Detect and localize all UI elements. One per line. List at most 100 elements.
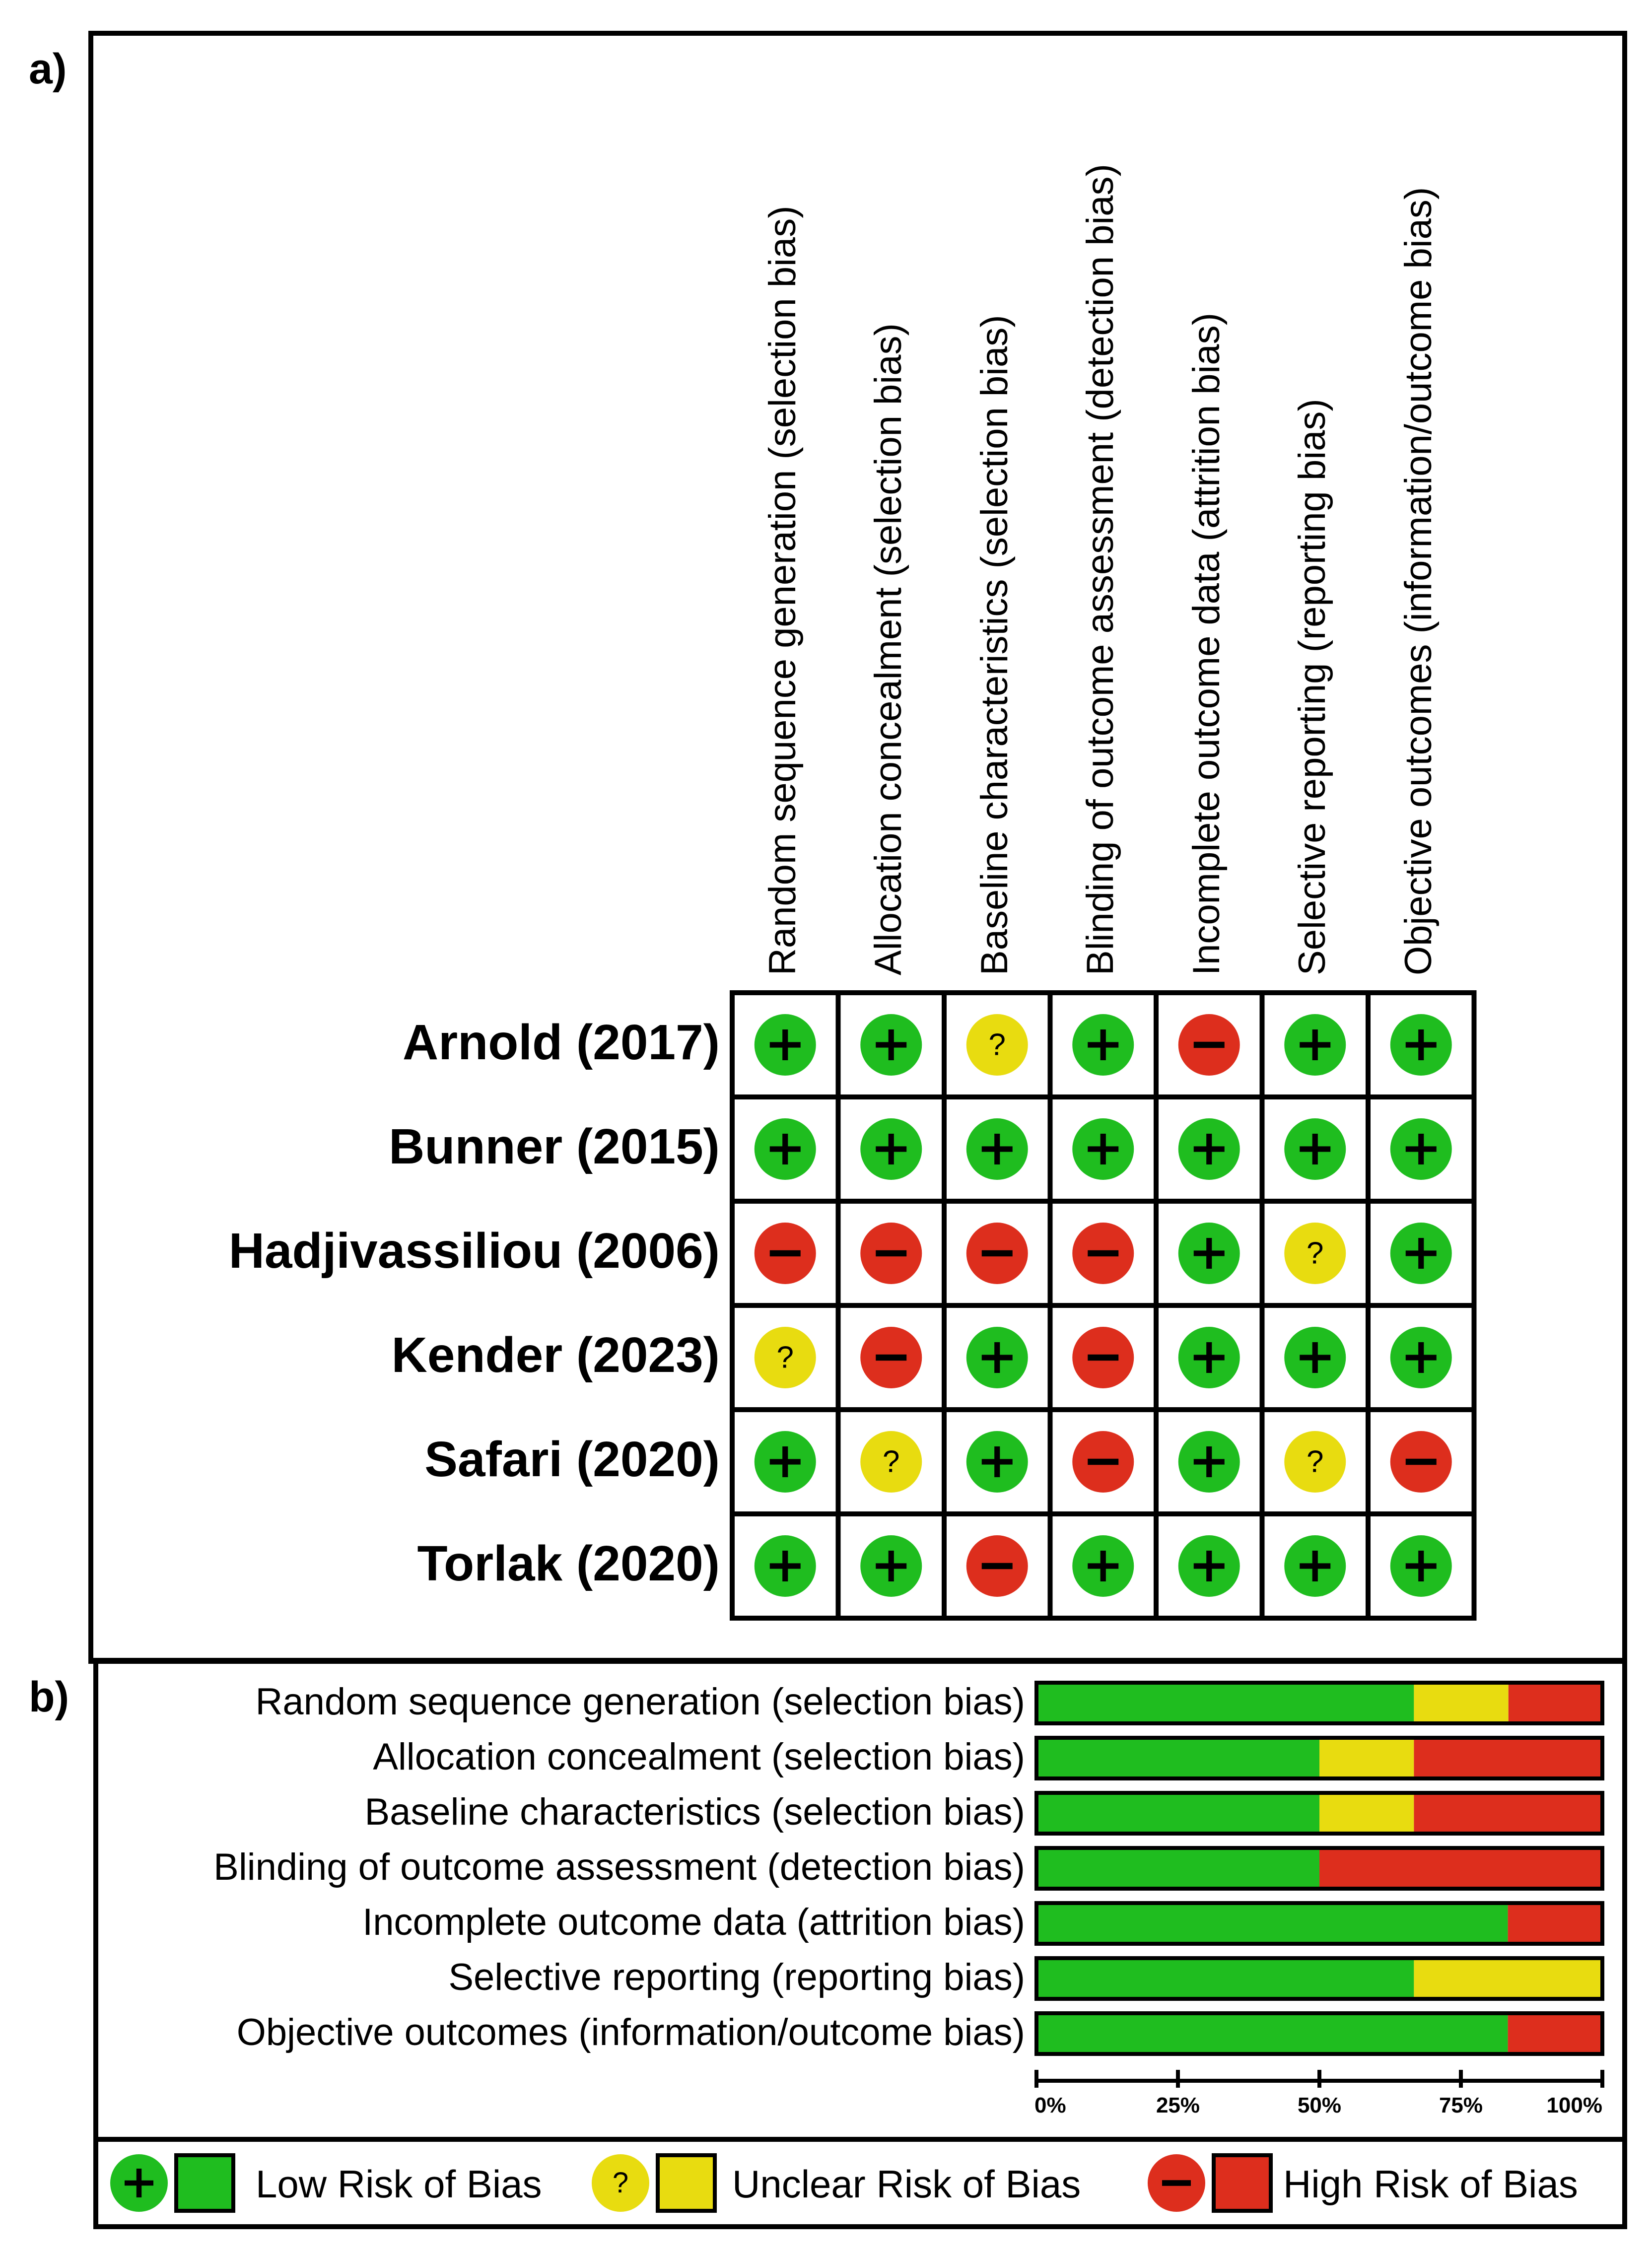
plus-icon: [1284, 1327, 1346, 1388]
plus-icon: [1178, 1327, 1240, 1388]
rating-circle: [860, 1431, 922, 1493]
bar-outline: [1034, 1846, 1604, 1891]
plus-icon: [1072, 1535, 1134, 1597]
rating-circle: [966, 1014, 1028, 1076]
bar-segment-low: [1036, 2013, 1508, 2054]
minus-bar: [1088, 1354, 1119, 1361]
plus-icon: [754, 1535, 816, 1597]
domain-label: Incomplete outcome data (attrition bias): [362, 1901, 1025, 1943]
domain-label: Allocation concealment (selection bias): [373, 1736, 1025, 1778]
question-icon: ?: [754, 1327, 816, 1388]
legend-label-low: Low Risk of Bias: [256, 2162, 542, 2206]
plus-bar: [1100, 1029, 1106, 1060]
bar-segment-low: [1036, 1793, 1319, 1834]
plus-bar: [1418, 1029, 1424, 1060]
bar-segment-low: [1036, 1903, 1508, 1944]
column-header-text: Selective reporting (reporting bias): [1291, 399, 1334, 975]
legend-swatches: ?: [110, 2153, 1273, 2213]
minus-bar: [1162, 2180, 1191, 2186]
plus-bar: [994, 1446, 1000, 1477]
study-name: Arnold (2017): [402, 1015, 720, 1070]
plus-bar: [1418, 1134, 1424, 1164]
question-icon: ?: [966, 1014, 1028, 1076]
study-name: Torlak (2020): [417, 1536, 720, 1591]
plus-icon: [860, 1118, 922, 1180]
minus-icon: [966, 1223, 1028, 1284]
plus-bar: [782, 1134, 788, 1164]
bar-outline: [1034, 1956, 1604, 2001]
plus-icon: [966, 1327, 1028, 1388]
bar-segment-unclear: [1414, 1683, 1509, 1723]
bar-segment-low: [1036, 1683, 1414, 1723]
plus-icon: [1390, 1014, 1452, 1076]
plus-icon: [966, 1431, 1028, 1493]
minus-bar: [1088, 1458, 1119, 1465]
bar-segment-high: [1508, 1903, 1602, 1944]
plus-bar: [994, 1134, 1000, 1164]
bar-segment-low: [1036, 1738, 1319, 1778]
plus-icon: [1390, 1223, 1452, 1284]
plus-bar: [1418, 1342, 1424, 1373]
plus-bar: [782, 1029, 788, 1060]
bar-segment-low: [1036, 1848, 1319, 1889]
rating-circle: [1284, 1223, 1346, 1284]
plus-icon: [754, 1014, 816, 1076]
plus-bar: [782, 1551, 788, 1581]
x-tick-label: 50%: [1298, 2093, 1341, 2115]
domain-label: Baseline characteristics (selection bias…: [364, 1791, 1025, 1833]
plus-bar: [1312, 1551, 1318, 1581]
plus-bar: [1206, 1238, 1212, 1269]
minus-icon: [860, 1327, 922, 1388]
study-name: Hadjivassiliou (2006): [228, 1223, 720, 1279]
study-name: Safari (2020): [424, 1432, 720, 1487]
plus-icon: [1390, 1535, 1452, 1597]
minus-icon: [1148, 2154, 1205, 2212]
minus-icon: [754, 1223, 816, 1284]
plus-bar: [1206, 1342, 1212, 1373]
bar-segment-unclear: [1319, 1793, 1414, 1834]
bar-outline: [1034, 1791, 1604, 1836]
study-name: Bunner (2015): [389, 1119, 720, 1174]
stacked-bar-chart: 0% 25% 50% 75% 100%: [1034, 1681, 1604, 2115]
plus-bar: [1312, 1029, 1318, 1060]
minus-icon: [1072, 1431, 1134, 1493]
domain-label: Blinding of outcome assessment (detectio…: [213, 1846, 1025, 1888]
minus-icon: [1178, 1014, 1240, 1076]
legend-swatch-high: [1212, 2153, 1273, 2213]
domain-label: Random sequence generation (selection bi…: [255, 1681, 1025, 1723]
minus-bar: [1088, 1250, 1119, 1257]
plus-icon: [754, 1431, 816, 1493]
plus-bar: [782, 1446, 788, 1477]
plus-bar: [1206, 1551, 1212, 1581]
bar-segment-high: [1508, 1683, 1603, 1723]
minus-icon: [966, 1535, 1028, 1597]
x-tick-label: 100%: [1546, 2093, 1602, 2115]
legend-label-high: High Risk of Bias: [1283, 2162, 1578, 2206]
question-icon: ?: [860, 1431, 922, 1493]
plus-bar: [1100, 1551, 1106, 1581]
plus-bar: [888, 1134, 894, 1164]
domain-label-list: Random sequence generation (selection bi…: [213, 1681, 1025, 2053]
bar-segment-unclear: [1319, 1738, 1414, 1778]
bar-outline: [1034, 1681, 1604, 1725]
plus-icon: [1178, 1118, 1240, 1180]
question-glyph: ?: [613, 2167, 628, 2199]
minus-bar: [1193, 1041, 1225, 1048]
plus-icon: [1072, 1118, 1134, 1180]
minus-bar: [981, 1563, 1013, 1570]
question-glyph: ?: [883, 1444, 899, 1479]
plus-icon: [1390, 1118, 1452, 1180]
minus-icon: [1072, 1327, 1134, 1388]
bar-segment-high: [1414, 1793, 1602, 1834]
bar-segment-high: [1319, 1848, 1602, 1889]
question-icon: ?: [1284, 1223, 1346, 1284]
rating-circle: [592, 2154, 649, 2212]
plus-bar: [1312, 1342, 1318, 1373]
plus-icon: [1390, 1327, 1452, 1388]
panel-b-label: b): [29, 1673, 69, 1721]
plus-icon: [1178, 1223, 1240, 1284]
x-tick-label: 75%: [1439, 2093, 1483, 2115]
plus-bar: [888, 1029, 894, 1060]
plus-bar: [888, 1551, 894, 1581]
bar-outline: [1034, 1736, 1604, 1780]
